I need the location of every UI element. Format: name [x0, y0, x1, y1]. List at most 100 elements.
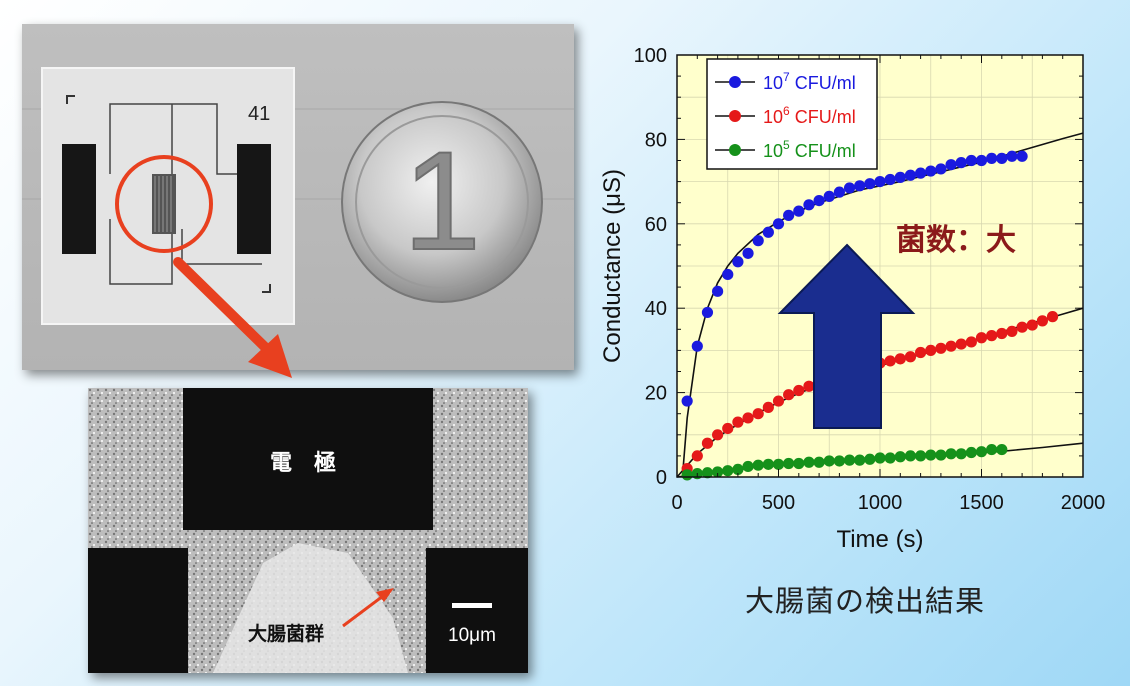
data-point-6	[783, 389, 795, 401]
data-point-6	[752, 408, 764, 420]
data-point-7	[823, 190, 835, 202]
data-point-5	[772, 458, 785, 470]
y-tick-label: 0	[656, 467, 667, 489]
data-point-7	[915, 167, 927, 179]
data-point-7	[712, 285, 724, 297]
data-point-7	[996, 152, 1008, 164]
x-axis-label: Time (s)	[836, 526, 923, 553]
data-point-6	[894, 353, 906, 365]
y-tick-label: 100	[634, 45, 667, 67]
data-point-6	[712, 429, 724, 441]
data-point-6	[1046, 311, 1059, 323]
data-point-7	[874, 176, 886, 188]
data-point-7	[722, 268, 734, 281]
data-point-5	[975, 446, 988, 458]
data-point-5	[945, 448, 957, 460]
x-tick-label: 2000	[1061, 492, 1106, 514]
data-point-5	[935, 449, 947, 461]
data-point-7	[1006, 150, 1018, 162]
data-point-5	[712, 466, 724, 478]
data-point-5	[681, 469, 693, 481]
data-point-7	[783, 209, 795, 221]
bacteria-arrowhead	[376, 588, 394, 602]
data-point-6	[722, 422, 734, 435]
data-point-7	[1016, 150, 1028, 162]
data-point-7	[752, 235, 764, 247]
data-point-5	[904, 450, 917, 462]
data-point-7	[681, 395, 693, 407]
data-point-7	[772, 218, 785, 230]
data-point-5	[742, 460, 754, 473]
data-point-6	[732, 416, 744, 428]
data-point-6	[904, 351, 917, 363]
data-point-5	[843, 454, 856, 466]
data-point-6	[772, 395, 785, 407]
chip-number: 41	[248, 103, 270, 125]
data-point-6	[691, 450, 703, 462]
electrode-label: 電 極	[270, 450, 336, 475]
bacteria-count-annotation: 菌数：大	[896, 224, 1016, 257]
data-point-7	[894, 171, 906, 183]
data-point-6	[1006, 325, 1018, 338]
data-point-6	[955, 338, 967, 350]
data-point-7	[945, 159, 957, 171]
coin-rim	[355, 115, 529, 289]
data-point-5	[925, 449, 937, 461]
electrode-bottom-left	[88, 548, 188, 673]
electrode-fingers	[154, 176, 172, 232]
conductance-chart: 0 20 40 60 80 100 0 500 1000 1500 2000 Time (s) Co…	[590, 30, 1120, 630]
y-tick-label: 20	[645, 383, 667, 405]
data-point-7	[701, 306, 714, 319]
data-point-6	[884, 355, 896, 367]
data-point-6	[945, 340, 957, 352]
data-point-6	[1036, 315, 1048, 327]
data-point-5	[803, 456, 815, 468]
result-caption: 大腸菌の検出結果	[745, 584, 986, 618]
scale-bar	[452, 603, 492, 608]
data-point-7	[925, 165, 937, 177]
data-point-6	[1016, 321, 1028, 333]
coin-numeral: 1	[403, 122, 481, 279]
data-point-5	[701, 467, 714, 479]
data-point-7	[975, 154, 988, 167]
data-point-5	[894, 451, 906, 463]
data-point-7	[935, 163, 947, 175]
data-point-7	[864, 178, 876, 190]
y-axis-label: Conductance (μS)	[599, 169, 626, 363]
y-tick-label: 80	[645, 129, 667, 151]
highlight-circle	[115, 155, 213, 253]
data-point-6	[915, 346, 927, 359]
data-point-7	[965, 154, 977, 167]
x-tick-label: 1500	[959, 492, 1004, 514]
data-point-7	[793, 205, 805, 217]
data-point-7	[986, 152, 998, 164]
data-point-5	[955, 448, 967, 460]
data-point-7	[833, 186, 845, 198]
data-point-6	[701, 437, 714, 449]
zoom-arrow	[173, 257, 292, 378]
data-point-7	[742, 247, 754, 259]
data-point-7	[955, 157, 967, 169]
electrode-bottom-right	[426, 548, 528, 673]
data-point-7	[884, 173, 896, 186]
data-point-5	[722, 465, 734, 477]
legend: 107 CFU/ml 106 CFU/ml 105 CFU/ml	[706, 58, 878, 170]
y-tick-label: 60	[645, 214, 667, 236]
sem-micrograph: 電 極 大腸菌群 10μm	[88, 388, 528, 673]
data-point-5	[783, 457, 795, 470]
data-point-5	[884, 452, 896, 464]
data-point-6	[762, 401, 774, 413]
alignment-mark	[262, 284, 271, 293]
data-point-5	[996, 443, 1008, 456]
one-yen-coin	[341, 101, 543, 303]
increase-arrow	[777, 243, 916, 429]
data-point-7	[732, 256, 744, 268]
data-point-5	[915, 450, 927, 462]
data-point-5	[732, 463, 744, 476]
data-point-5	[986, 443, 998, 456]
data-point-7	[691, 340, 703, 352]
alignment-mark	[66, 95, 75, 104]
data-point-6	[975, 332, 988, 344]
